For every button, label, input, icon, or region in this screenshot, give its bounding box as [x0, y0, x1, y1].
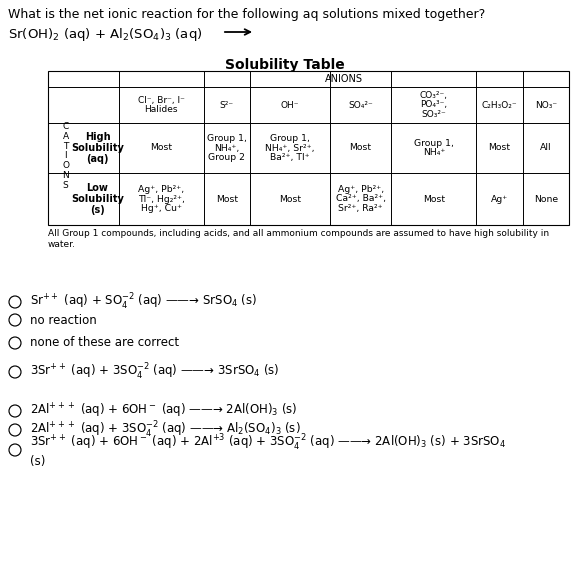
- Text: Most: Most: [216, 194, 238, 204]
- Text: Ag⁺, Pb²⁺,
Tl⁻, Hg₂²⁺,
Hg⁺, Cu⁺: Ag⁺, Pb²⁺, Tl⁻, Hg₂²⁺, Hg⁺, Cu⁺: [138, 185, 184, 213]
- Text: Group 1,
NH₄⁺,
Group 2: Group 1, NH₄⁺, Group 2: [207, 134, 247, 162]
- Text: C
A
T
I
O
N
S: C A T I O N S: [62, 122, 69, 190]
- Text: Most: Most: [150, 144, 172, 152]
- Text: All: All: [540, 144, 552, 152]
- Text: Most: Most: [489, 144, 510, 152]
- Text: What is the net ionic reaction for the following aq solutions mixed together?: What is the net ionic reaction for the f…: [8, 8, 485, 21]
- Text: Solubility Table: Solubility Table: [225, 58, 345, 72]
- Text: NO₃⁻: NO₃⁻: [535, 101, 557, 109]
- Text: SO₄²⁻: SO₄²⁻: [348, 101, 373, 109]
- Text: None: None: [534, 194, 558, 204]
- Text: ANIONS: ANIONS: [325, 74, 363, 84]
- Text: S²⁻: S²⁻: [220, 101, 234, 109]
- Text: Most: Most: [423, 194, 445, 204]
- Text: Group 1,
NH₄⁺, Sr²⁺,
Ba²⁺, Tl⁺: Group 1, NH₄⁺, Sr²⁺, Ba²⁺, Tl⁺: [265, 134, 315, 162]
- Text: 3Sr$^{++}$ (aq) + 6OH$^-$ (aq) + 2Al$^{+3}$ (aq) + 3SO$_4^{-2}$ (aq) ——→ 2Al(OH): 3Sr$^{++}$ (aq) + 6OH$^-$ (aq) + 2Al$^{+…: [30, 432, 506, 467]
- Bar: [48, 71, 569, 225]
- Text: Ag⁺: Ag⁺: [491, 194, 508, 204]
- Text: Low
Solubility
(s): Low Solubility (s): [71, 183, 124, 215]
- Text: All Group 1 compounds, including acids, and all ammonium compounds are assumed t: All Group 1 compounds, including acids, …: [48, 229, 549, 249]
- Text: OH⁻: OH⁻: [280, 101, 299, 109]
- Text: Sr$^{++}$ (aq) + SO$_4^{-2}$ (aq) ——→ SrSO$_4$ (s): Sr$^{++}$ (aq) + SO$_4^{-2}$ (aq) ——→ Sr…: [30, 292, 257, 312]
- Text: CO₃²⁻,
PO₄³⁻,
SO₃²⁻: CO₃²⁻, PO₄³⁻, SO₃²⁻: [420, 91, 448, 119]
- Text: C₂H₃O₂⁻: C₂H₃O₂⁻: [482, 101, 517, 109]
- Text: Ag⁺, Pb²⁺,
Ca²⁺, Ba²⁺,
Sr²⁺, Ra²⁺: Ag⁺, Pb²⁺, Ca²⁺, Ba²⁺, Sr²⁺, Ra²⁺: [336, 185, 385, 213]
- Text: 2Al$^{+++}$ (aq) + 6OH$^-$ (aq) ——→ 2Al(OH)$_3$ (s): 2Al$^{+++}$ (aq) + 6OH$^-$ (aq) ——→ 2Al(…: [30, 402, 297, 420]
- Text: High
Solubility
(aq): High Solubility (aq): [71, 132, 124, 164]
- Text: Sr(OH)$_2$ (aq) + Al$_2$(SO$_4$)$_3$ (aq): Sr(OH)$_2$ (aq) + Al$_2$(SO$_4$)$_3$ (aq…: [8, 26, 203, 43]
- Text: Most: Most: [279, 194, 301, 204]
- Text: none of these are correct: none of these are correct: [30, 336, 179, 350]
- Text: Most: Most: [349, 144, 372, 152]
- Text: no reaction: no reaction: [30, 314, 96, 327]
- Text: Cl⁻, Br⁻, I⁻
Halides: Cl⁻, Br⁻, I⁻ Halides: [138, 95, 184, 114]
- Text: Group 1,
NH₄⁺: Group 1, NH₄⁺: [414, 139, 454, 157]
- Text: 2Al$^{+++}$ (aq) + 3SO$_4^{-2}$ (aq) ——→ Al$_2$(SO$_4$)$_3$ (s): 2Al$^{+++}$ (aq) + 3SO$_4^{-2}$ (aq) ——→…: [30, 420, 301, 440]
- Text: 3Sr$^{++}$ (aq) + 3SO$_4^{-2}$ (aq) ——→ 3SrSO$_4$ (s): 3Sr$^{++}$ (aq) + 3SO$_4^{-2}$ (aq) ——→ …: [30, 362, 279, 382]
